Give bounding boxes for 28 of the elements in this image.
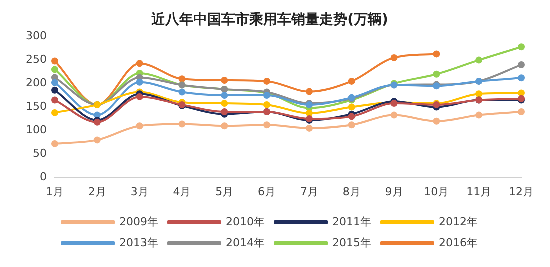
x-tick-label: 2月 <box>88 185 106 198</box>
y-tick-label: 150 <box>26 100 47 114</box>
legend-label: 2014年 <box>226 236 266 250</box>
x-tick-label: 12月 <box>509 185 534 198</box>
x-tick-label: 8月 <box>342 185 361 198</box>
legend-label: 2009年 <box>120 215 159 228</box>
chart-title: 近八年中国车市乘用车销量走势(万辆) <box>150 11 388 28</box>
legend-label: 2010年 <box>226 215 266 228</box>
y-tick-label: 200 <box>26 76 47 90</box>
y-tick-label: 250 <box>26 53 47 66</box>
x-tick-label: 9月 <box>385 185 404 198</box>
y-tick-label: 100 <box>26 124 47 137</box>
x-tick-label: 11月 <box>466 185 492 198</box>
x-tick-label: 4月 <box>173 185 192 198</box>
legend-label: 2015年 <box>332 236 372 250</box>
x-tick-label: 1月 <box>46 185 64 198</box>
y-tick-label: 50 <box>32 147 47 160</box>
x-tick-label: 6月 <box>258 185 276 198</box>
legend-label: 2012年 <box>438 215 478 228</box>
y-tick-label: 300 <box>26 30 47 43</box>
legend-label: 2016年 <box>438 236 478 250</box>
x-tick-label: 10月 <box>424 185 450 198</box>
x-tick-label: 7月 <box>300 185 318 198</box>
x-tick-label: 5月 <box>216 185 234 198</box>
legend-label: 2013年 <box>120 236 159 250</box>
legend-label: 2011年 <box>332 215 372 228</box>
y-tick-label: 0 <box>40 170 47 184</box>
x-tick-label: 3月 <box>130 185 149 198</box>
